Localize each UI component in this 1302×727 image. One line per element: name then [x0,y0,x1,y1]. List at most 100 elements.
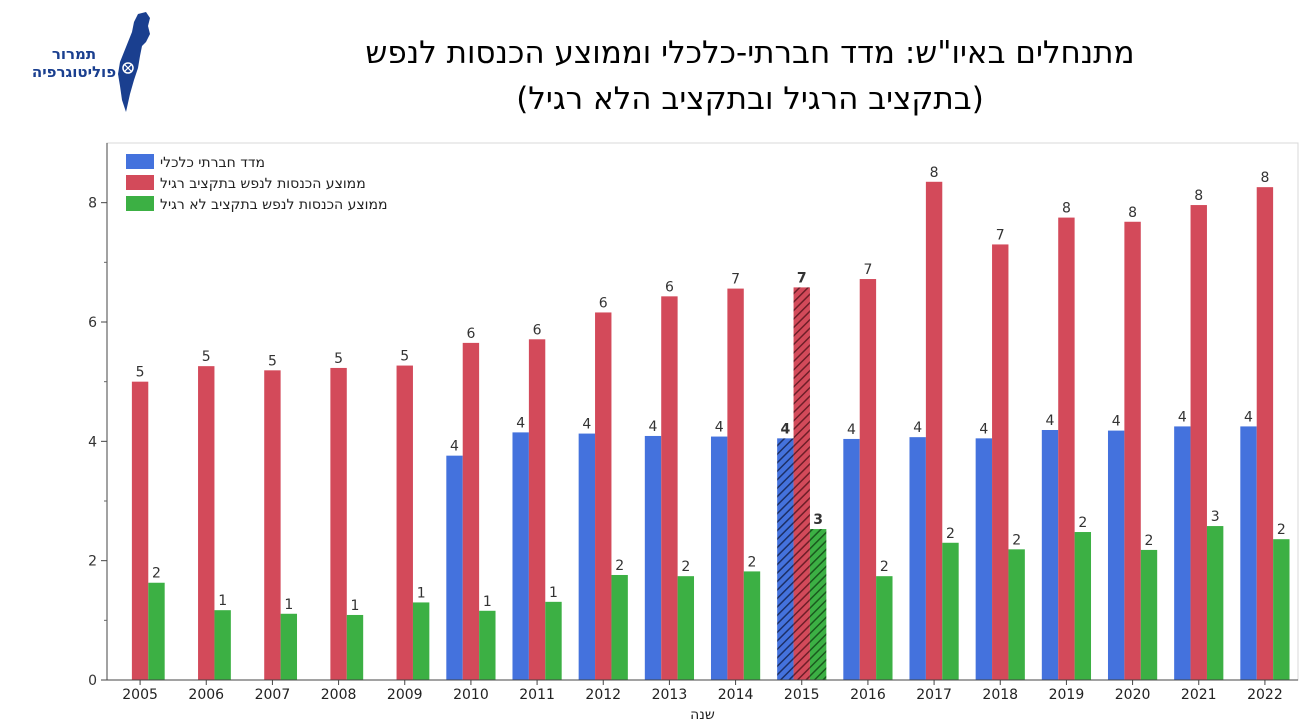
bar [1190,205,1207,680]
bar [148,582,165,680]
bar [793,287,810,680]
bar [1273,539,1290,680]
bar-value-label: 6 [533,322,542,338]
legend-swatch [126,196,154,211]
x-tick-label: 2010 [453,687,489,703]
bar [512,432,529,680]
bar [346,614,364,680]
bar-value-label: 4 [847,422,856,438]
bar [1256,187,1274,681]
x-tick-label: 2007 [255,687,291,703]
x-tick-label: 2022 [1247,687,1283,703]
bar-value-label: 8 [1128,205,1137,221]
bar [1074,532,1092,680]
bar-value-label: 6 [466,326,475,342]
bar [545,601,562,680]
bar [661,296,678,680]
bar [644,435,662,680]
bar [1041,429,1059,680]
legend-swatch [126,154,154,169]
x-tick-label: 2016 [850,687,886,703]
bar-value-label: 4 [780,421,790,437]
bar-value-label: 6 [599,295,608,311]
bar [412,602,430,680]
x-tick-label: 2008 [321,687,357,703]
bar-value-label: 8 [1260,170,1269,186]
bar-value-label: 3 [813,512,823,528]
legend-swatch [126,175,154,190]
bar-value-label: 2 [1145,533,1154,549]
bar [264,370,281,680]
chart-title-line2: (בתקציב הרגיל ובתקציב הלא רגיל) [516,81,984,117]
axes: 0 2 4 6 8 2005 2006 2007 2008 2009 2010 2011 2012 201… [88,143,1298,723]
bar-labels: 5 2 5 1 5 1 5 1 5 1 4 6 1 4 6 1 4 6 2 4 6 2 4 7 2 4 7 3 4 7 2 4 8 2 4 7 2 4 8 2… [136,165,1286,614]
x-tick-label: 2014 [718,687,754,703]
bar [446,455,463,680]
bar-value-label: 7 [797,270,807,286]
bar-value-label: 7 [731,272,740,288]
chart-title: מתנחלים באיו"ש: מדד חברתי-כלכלי וממוצע ה… [220,30,1280,122]
bar-value-label: 2 [1078,515,1087,531]
x-tick-label: 2013 [652,687,688,703]
bar [214,610,231,680]
x-tick-label: 2006 [188,687,224,703]
bar-value-label: 1 [483,594,492,610]
bar-value-label: 5 [334,351,343,367]
bar [1206,526,1224,680]
bar-value-label: 1 [351,598,360,614]
bar [528,339,546,680]
x-tick-label: 2019 [1049,687,1085,703]
bar [131,381,149,680]
bar-value-label: 4 [1046,413,1055,429]
legend-label: מדד חברתי כלכלי [160,155,265,171]
legend: מדד חברתי כלכלי ממוצע הכנסות לנפש בתקציב … [126,154,387,213]
bar-value-label: 4 [516,415,525,431]
logo: תמרור פוליטוגרפיה [0,0,170,120]
bar-value-label: 5 [268,353,277,369]
legend-label: ממוצע הכנסות לנפש בתקציב לא רגיל [160,197,387,213]
bar [727,288,744,680]
bar [479,610,496,680]
x-tick-label: 2015 [784,687,820,703]
x-tick-label: 2021 [1181,687,1217,703]
bar-value-label: 4 [450,439,459,455]
bar [280,613,298,680]
bar-value-label: 2 [1012,532,1021,548]
bar-value-label: 8 [930,165,939,181]
x-tick-label: 2009 [387,687,423,703]
bar [677,576,695,680]
bar [578,433,596,680]
logo-line2: פוליטוגרפיה [31,63,117,81]
plot-area [106,142,1299,681]
bar-value-label: 2 [681,559,690,575]
bar [1174,426,1191,680]
bar [1124,221,1141,680]
bar [710,436,728,680]
bar-value-label: 4 [913,420,922,436]
bar-value-label: 2 [152,566,161,582]
bar-value-label: 7 [996,227,1005,243]
bar [843,438,860,680]
x-tick-label: 2020 [1115,687,1151,703]
bar [876,576,893,680]
bar-value-label: 2 [880,559,889,575]
x-tick-label: 2011 [519,687,555,703]
y-tick-label: 4 [88,434,97,450]
y-tick-label: 2 [88,554,97,570]
bar [462,342,480,680]
bar [859,279,877,680]
bar-value-label: 7 [863,262,872,278]
bar [396,365,413,680]
bar-value-label: 4 [1178,409,1187,425]
bar [975,438,993,680]
bar-value-label: 8 [1062,201,1071,217]
bar-value-label: 4 [1244,409,1253,425]
bar-value-label: 8 [1194,188,1203,204]
bar [1140,549,1158,680]
x-tick-label: 2017 [916,687,952,703]
bar-value-label: 4 [1112,414,1121,430]
y-tick-label: 8 [88,196,97,212]
bar-value-label: 6 [665,279,674,295]
bar-value-label: 4 [715,420,724,436]
x-tick-label: 2005 [122,687,158,703]
